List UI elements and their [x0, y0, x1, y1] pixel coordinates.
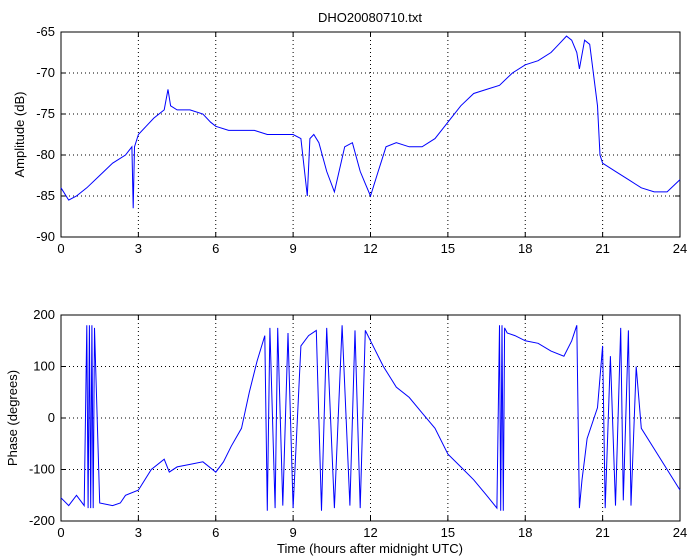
- phase-panel: 0 3 6 9 12 15 18 21 24 -200 -100 0 100 200 Phase (deg…: [5, 307, 687, 540]
- amplitude-x-tick-label: 18: [518, 241, 532, 256]
- amplitude-x-tick-label: 3: [135, 241, 142, 256]
- phase-x-tick-label: 9: [290, 525, 297, 540]
- amplitude-y-axis-label: Amplitude (dB): [12, 92, 27, 178]
- amplitude-ticks: 0 3 6 9 12 15 18 21 24 -90 -85 -80 -75 -70 -65: [36, 24, 687, 256]
- amplitude-y-tick-label: -70: [36, 65, 55, 80]
- phase-x-tick-label: 0: [57, 525, 64, 540]
- amplitude-series-line: [60, 35, 681, 209]
- figure-title: DHO20080710.txt: [318, 10, 422, 25]
- phase-series-line: [60, 325, 681, 511]
- amplitude-y-tick-label: -75: [36, 106, 55, 121]
- phase-y-tick-label: 0: [48, 410, 55, 425]
- amplitude-x-tick-label: 24: [673, 241, 687, 256]
- phase-y-axis-label: Phase (degrees): [5, 370, 20, 466]
- amplitude-x-tick-label: 9: [290, 241, 297, 256]
- phase-x-tick-label: 12: [363, 525, 377, 540]
- amplitude-y-tick-label: -85: [36, 188, 55, 203]
- amplitude-y-tick-label: -90: [36, 229, 55, 244]
- amplitude-panel: 0 3 6 9 12 15 18 21 24 -90 -85 -80 -75 -70 -65 Amplitu…: [12, 24, 687, 256]
- amplitude-y-tick-label: -80: [36, 147, 55, 162]
- phase-x-tick-label: 24: [673, 525, 687, 540]
- amplitude-x-tick-label: 12: [363, 241, 377, 256]
- amplitude-x-tick-label: 21: [595, 241, 609, 256]
- amplitude-x-tick-label: 0: [57, 241, 64, 256]
- x-axis-label: Time (hours after midnight UTC): [277, 541, 463, 556]
- phase-x-tick-label: 18: [518, 525, 532, 540]
- amplitude-x-tick-label: 6: [212, 241, 219, 256]
- phase-x-tick-label: 21: [595, 525, 609, 540]
- phase-y-tick-label: -100: [29, 462, 55, 477]
- amplitude-x-tick-label: 15: [441, 241, 455, 256]
- phase-y-tick-label: 200: [33, 307, 55, 322]
- phase-x-tick-label: 15: [441, 525, 455, 540]
- amplitude-y-tick-label: -65: [36, 24, 55, 39]
- phase-x-tick-label: 3: [135, 525, 142, 540]
- phase-y-tick-label: 100: [33, 359, 55, 374]
- phase-x-tick-label: 6: [212, 525, 219, 540]
- phase-y-tick-label: -200: [29, 513, 55, 528]
- phase-ticks: 0 3 6 9 12 15 18 21 24 -200 -100 0 100 200: [29, 307, 687, 540]
